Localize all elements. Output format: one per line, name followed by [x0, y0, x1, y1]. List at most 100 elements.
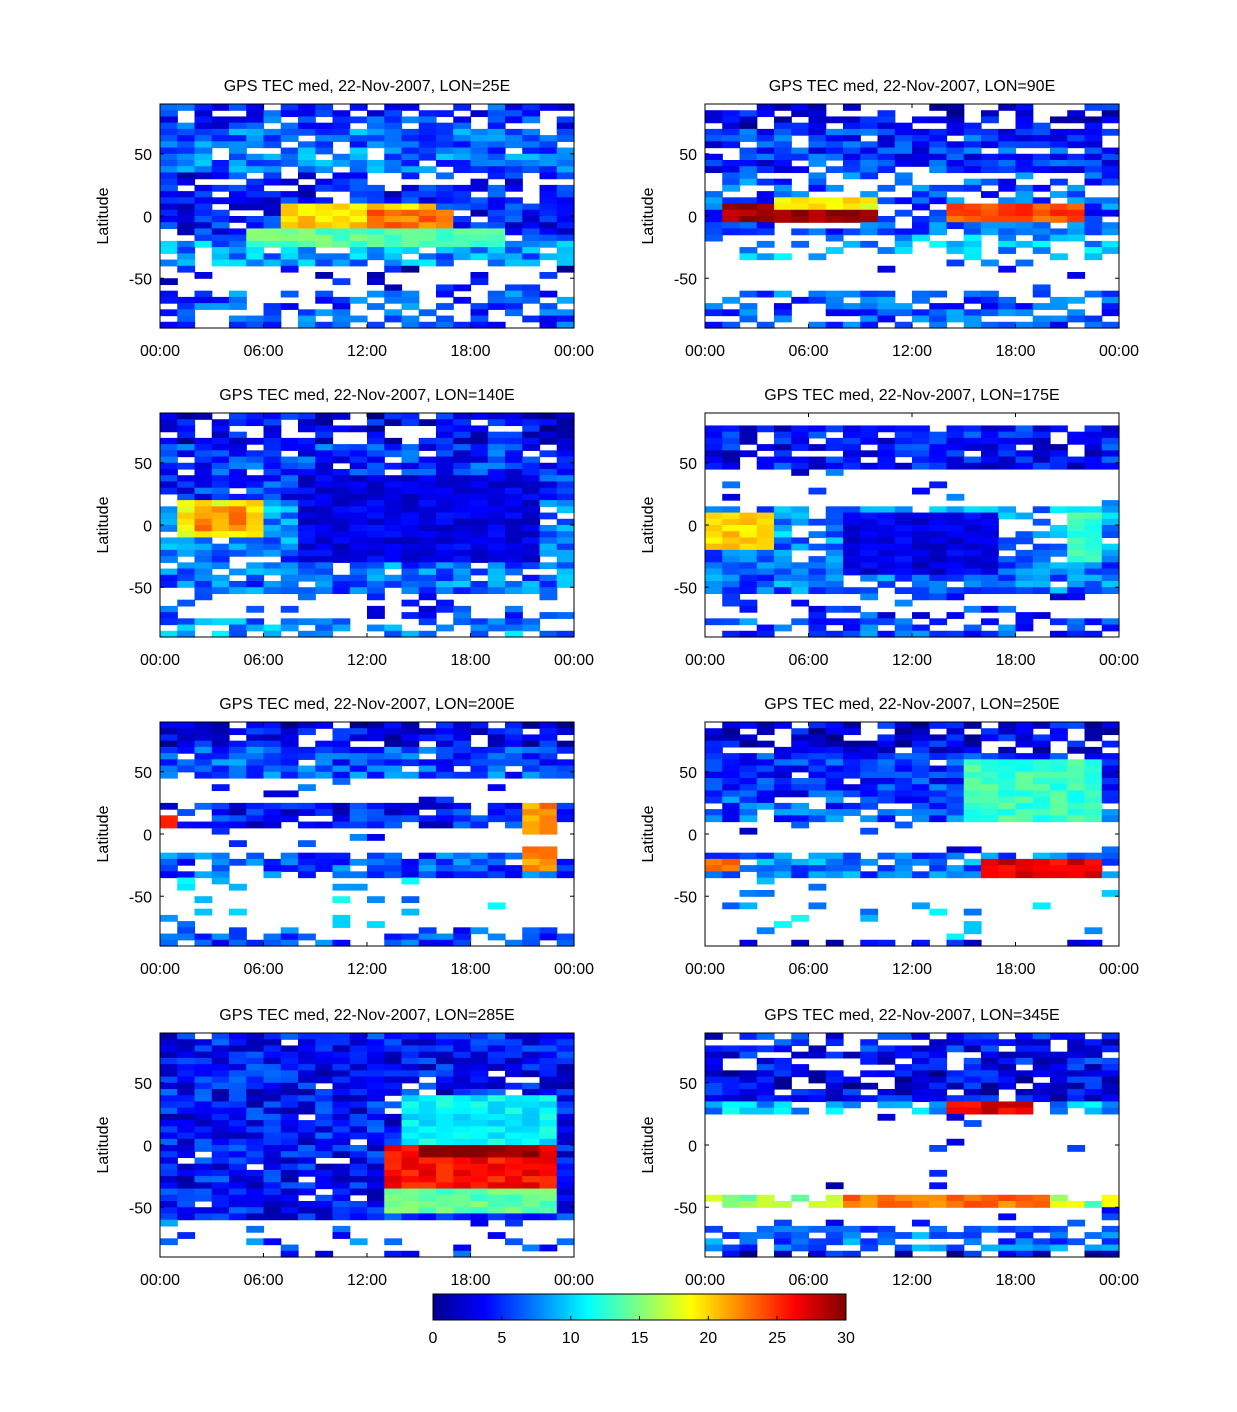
heatmap-cell	[1101, 500, 1120, 507]
heatmap-cell	[929, 587, 948, 595]
heatmap-cell	[367, 1045, 385, 1053]
heatmap-cell	[705, 543, 723, 551]
heatmap-cell	[981, 815, 999, 823]
heatmap-cell	[418, 1176, 437, 1183]
heatmap-cell	[263, 1157, 282, 1165]
heatmap-cell	[332, 1188, 351, 1196]
heatmap-cell	[1015, 425, 1034, 433]
heatmap-cell	[1067, 1051, 1086, 1059]
heatmap-cell	[1015, 191, 1034, 198]
heatmap-cell	[211, 1194, 230, 1202]
x-tick-label: 06:00	[243, 961, 283, 978]
heatmap-cell	[177, 858, 196, 866]
heatmap-cell	[418, 858, 437, 866]
heatmap-cell	[981, 574, 999, 582]
heatmap-cell	[1015, 104, 1034, 111]
heatmap-cell	[280, 493, 299, 501]
heatmap-cell	[912, 1064, 930, 1071]
heatmap-cell	[436, 1201, 454, 1208]
heatmap-cell	[298, 1051, 316, 1059]
heatmap-cell	[1050, 209, 1068, 217]
heatmap-cell	[1015, 815, 1034, 823]
heatmap-cell	[946, 556, 965, 563]
heatmap-cell	[756, 1033, 775, 1040]
heatmap-cell	[298, 543, 316, 551]
x-tick-label: 18:00	[450, 343, 490, 360]
heatmap-cell	[229, 462, 247, 470]
heatmap-cell	[298, 209, 316, 217]
heatmap-cell	[177, 203, 196, 211]
heatmap-cell	[453, 562, 472, 570]
heatmap-cell	[1101, 425, 1120, 433]
heatmap-cell	[384, 852, 403, 860]
heatmap-cell	[1084, 784, 1103, 792]
heatmap-cell	[929, 1101, 948, 1109]
heatmap-cell	[877, 506, 896, 514]
heatmap-cell	[487, 147, 506, 155]
heatmap-cell	[436, 222, 454, 230]
heatmap-cell	[556, 1045, 575, 1053]
heatmap-cell	[825, 728, 844, 736]
heatmap-cell	[877, 562, 896, 570]
heatmap-cell	[1032, 858, 1051, 866]
heatmap-cell	[436, 518, 454, 526]
heatmap-cell	[229, 1163, 247, 1171]
heatmap-cell	[539, 1113, 558, 1121]
heatmap-cell	[1084, 771, 1103, 779]
heatmap-cell	[791, 197, 810, 205]
heatmap-cell	[194, 1070, 213, 1078]
heatmap-cell	[522, 852, 541, 860]
heatmap-cell	[487, 759, 506, 767]
heatmap-cell	[981, 549, 999, 557]
heatmap-cell	[1015, 122, 1034, 130]
heatmap-cell	[912, 1107, 930, 1115]
heatmap-cell	[963, 518, 982, 526]
heatmap-cell	[1067, 562, 1086, 570]
heatmap-cell	[332, 746, 351, 754]
heatmap-cell	[1067, 1089, 1086, 1096]
heatmap-cell	[436, 568, 454, 576]
heatmap-cell	[453, 525, 472, 532]
heatmap-cell	[263, 1176, 282, 1183]
heatmap-cell	[453, 568, 472, 576]
heatmap-cell	[556, 531, 575, 539]
heatmap-cell	[522, 1126, 541, 1134]
heatmap-cell	[349, 815, 368, 823]
heatmap-cell	[843, 549, 861, 557]
heatmap-cell	[384, 531, 403, 539]
heatmap-cell	[229, 624, 247, 632]
heatmap-cell	[229, 172, 247, 180]
heatmap-cell	[791, 469, 810, 476]
heatmap-cell	[453, 1082, 472, 1090]
heatmap-cell	[263, 1095, 282, 1103]
heatmap-cell	[1067, 858, 1086, 866]
heatmap-cell	[487, 104, 506, 111]
heatmap-cell	[229, 759, 247, 767]
panel-title: GPS TEC med, 22-Nov-2007, LON=345E	[764, 1007, 1059, 1024]
heatmap-cell	[194, 896, 213, 904]
heatmap-cell	[436, 284, 454, 292]
heatmap-cell	[739, 581, 758, 588]
heatmap-cell	[453, 153, 472, 161]
heatmap-cell	[505, 518, 523, 526]
heatmap-cell	[739, 722, 758, 729]
heatmap-cell	[1101, 1076, 1120, 1084]
heatmap-cell	[946, 431, 965, 439]
heatmap-cell	[384, 1070, 403, 1078]
heatmap-cell	[229, 740, 247, 748]
heatmap-cell	[877, 303, 896, 310]
heatmap-cell	[177, 1169, 196, 1177]
heatmap-cell	[453, 728, 472, 736]
heatmap-cell	[470, 858, 489, 866]
heatmap-cell	[280, 1107, 299, 1115]
y-axis-label: Latitude	[640, 187, 657, 244]
heatmap-cell	[453, 166, 472, 174]
heatmap-cell	[1050, 871, 1068, 879]
heatmap-cell	[1032, 784, 1051, 792]
heatmap-cell	[539, 858, 558, 866]
heatmap-cell	[1015, 790, 1034, 798]
heatmap-cell	[539, 612, 558, 619]
heatmap-cell	[470, 315, 489, 323]
heatmap-cell	[384, 309, 403, 317]
x-tick-label: 00:00	[554, 1272, 594, 1289]
